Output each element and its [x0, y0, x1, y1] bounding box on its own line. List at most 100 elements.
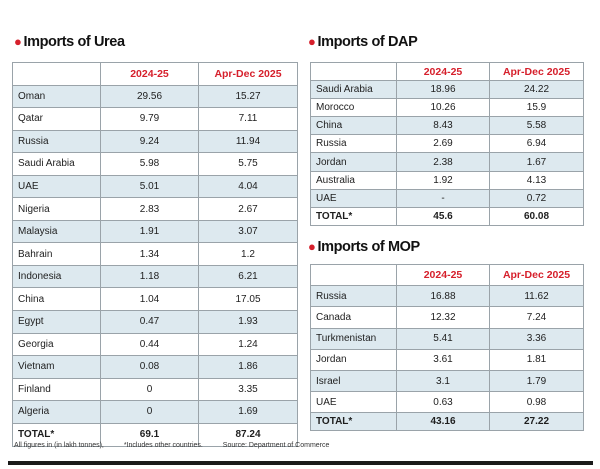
- country-cell: China: [310, 116, 397, 136]
- value-2024-25-cell: 18.96: [396, 80, 490, 100]
- bullet-icon: ●: [308, 34, 316, 49]
- header-2024-25: 2024-25: [100, 62, 199, 86]
- table-row: Morocco 10.26 15.9: [310, 98, 584, 118]
- value-2024-25-cell: 0: [100, 400, 199, 424]
- mop-title-text: Imports of MOP: [317, 239, 420, 255]
- country-cell: Jordan: [310, 152, 397, 172]
- value-apr-dec-2025-cell: 1.81: [489, 348, 584, 371]
- table-row: Egypt 0.47 1.93: [12, 310, 298, 334]
- country-cell: Russia: [12, 129, 101, 154]
- country-cell: Saudi Arabia: [12, 152, 101, 176]
- value-2024-25-cell: 5.01: [100, 174, 199, 199]
- table-row: Saudi Arabia 5.98 5.75: [12, 152, 298, 176]
- urea-section-title: ● Imports of Urea: [14, 34, 125, 50]
- value-2024-25-cell: 1.18: [100, 264, 199, 289]
- country-cell: Israel: [310, 369, 397, 393]
- country-cell: Nigeria: [12, 197, 101, 221]
- table-row: China 8.43 5.58: [310, 116, 584, 136]
- total-apr-dec-2025: 27.22: [489, 412, 584, 432]
- value-2024-25-cell: 12.32: [396, 306, 490, 329]
- value-2024-25-cell: 2.69: [396, 134, 490, 154]
- value-apr-dec-2025-cell: 1.93: [198, 310, 298, 334]
- country-cell: Russia: [310, 285, 397, 308]
- country-cell: Qatar: [12, 107, 101, 131]
- country-cell: Vietnam: [12, 355, 101, 379]
- value-2024-25-cell: -: [396, 188, 490, 208]
- total-row: TOTAL* 45.6 60.08: [310, 206, 584, 226]
- table-row: Turkmenistan 5.41 3.36: [310, 327, 584, 350]
- value-apr-dec-2025-cell: 1.24: [198, 332, 298, 357]
- total-2024-25: 45.6: [396, 206, 490, 226]
- country-cell: Saudi Arabia: [310, 80, 397, 100]
- country-cell: Morocco: [310, 98, 397, 118]
- value-2024-25-cell: 9.24: [100, 129, 199, 154]
- country-cell: Oman: [12, 84, 101, 109]
- urea-table: 2024-25 Apr-Dec 2025 Oman 29.56 15.27 Qatar 9.…: [12, 62, 298, 447]
- dap-table: 2024-25 Apr-Dec 2025 Saudi Arabia 18.96 24.2…: [310, 61, 584, 226]
- table-row: Nigeria 2.83 2.67: [12, 197, 298, 221]
- value-apr-dec-2025-cell: 3.07: [198, 219, 298, 244]
- value-2024-25-cell: 1.34: [100, 242, 199, 266]
- footnote: All figures in (in lakh tonnes), *Includ…: [14, 442, 347, 449]
- header-country: [12, 62, 101, 86]
- total-label: TOTAL*: [12, 422, 101, 447]
- country-cell: Finland: [12, 377, 101, 402]
- value-apr-dec-2025-cell: 11.94: [198, 129, 298, 154]
- value-apr-dec-2025-cell: 17.05: [198, 287, 298, 312]
- country-cell: Australia: [310, 170, 397, 190]
- value-2024-25-cell: 1.91: [100, 219, 199, 244]
- value-apr-dec-2025-cell: 3.35: [198, 377, 298, 402]
- value-2024-25-cell: 0: [100, 377, 199, 402]
- value-apr-dec-2025-cell: 2.67: [198, 197, 298, 221]
- table-row: Oman 29.56 15.27: [12, 84, 298, 109]
- total-label: TOTAL*: [310, 412, 397, 432]
- value-2024-25-cell: 8.43: [396, 116, 490, 136]
- value-apr-dec-2025-cell: 24.22: [489, 80, 584, 100]
- country-cell: Georgia: [12, 332, 101, 357]
- value-apr-dec-2025-cell: 0.72: [489, 188, 584, 208]
- value-2024-25-cell: 9.79: [100, 107, 199, 131]
- value-2024-25-cell: 3.1: [396, 369, 490, 393]
- country-cell: Russia: [310, 134, 397, 154]
- dap-section-title: ● Imports of DAP: [308, 34, 418, 50]
- footnote-includes: *Includes other countries.: [123, 442, 203, 449]
- country-cell: UAE: [310, 188, 397, 208]
- value-apr-dec-2025-cell: 5.75: [198, 152, 298, 176]
- country-cell: Jordan: [310, 348, 397, 371]
- table-row: UAE 5.01 4.04: [12, 174, 298, 199]
- footnote-source: Source: Department of Commerce: [222, 442, 330, 449]
- mop-table: 2024-25 Apr-Dec 2025 Russia 16.88 11.62 Canad…: [310, 263, 584, 432]
- value-apr-dec-2025-cell: 7.11: [198, 107, 298, 131]
- bullet-icon: ●: [14, 34, 22, 49]
- value-2024-25-cell: 3.61: [396, 348, 490, 371]
- header-row: 2024-25 Apr-Dec 2025: [310, 263, 584, 287]
- value-2024-25-cell: 2.38: [396, 152, 490, 172]
- header-apr-dec-2025: Apr-Dec 2025: [198, 62, 298, 86]
- value-apr-dec-2025-cell: 1.67: [489, 152, 584, 172]
- header-apr-dec-2025: Apr-Dec 2025: [489, 263, 584, 287]
- value-2024-25-cell: 0.44: [100, 332, 199, 357]
- total-apr-dec-2025: 60.08: [489, 206, 584, 226]
- value-2024-25-cell: 0.47: [100, 310, 199, 334]
- value-apr-dec-2025-cell: 11.62: [489, 285, 584, 308]
- header-2024-25: 2024-25: [396, 61, 490, 82]
- total-2024-25: 43.16: [396, 412, 490, 432]
- table-row: Algeria 0 1.69: [12, 400, 298, 424]
- urea-title-text: Imports of Urea: [23, 34, 125, 50]
- country-cell: Indonesia: [12, 264, 101, 289]
- table-row: Saudi Arabia 18.96 24.22: [310, 80, 584, 100]
- value-2024-25-cell: 5.98: [100, 152, 199, 176]
- table-row: Bahrain 1.34 1.2: [12, 242, 298, 266]
- total-2024-25: 69.1: [100, 422, 199, 447]
- table-row: Israel 3.1 1.79: [310, 369, 584, 393]
- value-2024-25-cell: 0.63: [396, 391, 490, 414]
- value-2024-25-cell: 10.26: [396, 98, 490, 118]
- total-row: TOTAL* 69.1 87.24: [12, 422, 298, 447]
- total-apr-dec-2025: 87.24: [198, 422, 298, 447]
- value-apr-dec-2025-cell: 7.24: [489, 306, 584, 329]
- value-apr-dec-2025-cell: 0.98: [489, 391, 584, 414]
- value-apr-dec-2025-cell: 5.58: [489, 116, 584, 136]
- value-2024-25-cell: 2.83: [100, 197, 199, 221]
- table-row: Qatar 9.79 7.11: [12, 107, 298, 131]
- header-apr-dec-2025: Apr-Dec 2025: [489, 61, 584, 82]
